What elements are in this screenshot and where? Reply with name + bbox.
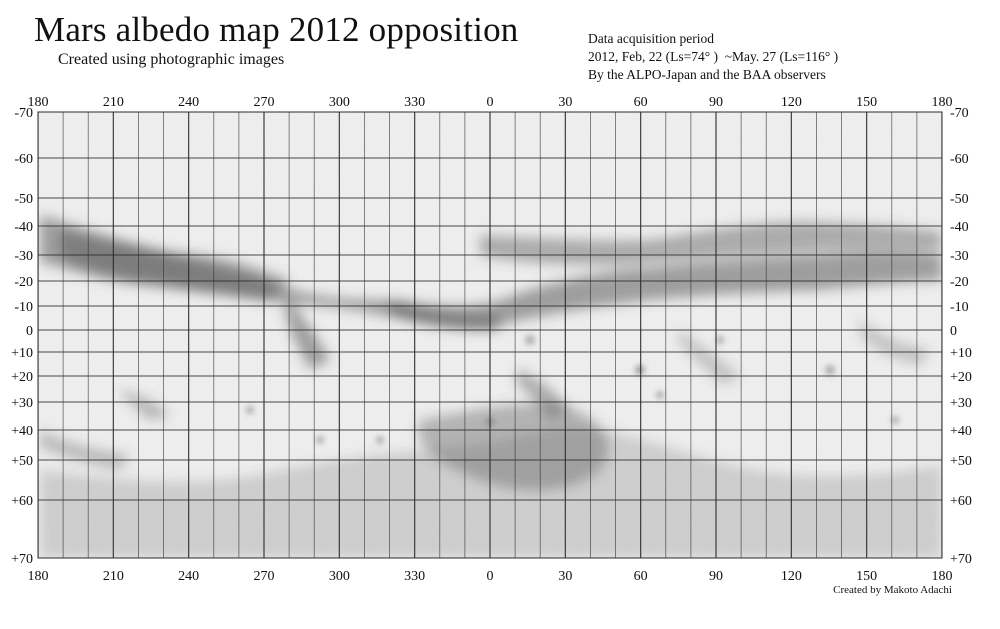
longitude-label-bottom: 90 xyxy=(709,569,723,584)
latitude-label-left: -30 xyxy=(14,249,33,264)
longitude-label-bottom: 270 xyxy=(254,569,275,584)
longitude-label-top: 270 xyxy=(254,95,275,110)
author-credit: Created by Makoto Adachi xyxy=(833,584,952,596)
latitude-label-right: +20 xyxy=(950,370,972,385)
latitude-label-left: -20 xyxy=(14,275,33,290)
latitude-label-left: +70 xyxy=(11,552,33,567)
latitude-label-right: +30 xyxy=(950,396,972,411)
info-period-dates: 2012, Feb, 22 (Ls=74° ) ~May. 27 (Ls=116… xyxy=(588,49,839,64)
latitude-label-left: +30 xyxy=(11,396,33,411)
latitude-label-left: 0 xyxy=(26,324,33,339)
latitude-label-right: +10 xyxy=(950,346,972,361)
longitude-label-bottom: 210 xyxy=(103,569,124,584)
latitude-label-right: -60 xyxy=(950,152,969,167)
longitude-label-top: 150 xyxy=(856,95,877,110)
map-title: Mars albedo map 2012 opposition xyxy=(34,10,519,49)
longitude-label-bottom: 240 xyxy=(178,569,199,584)
latitude-label-right: -50 xyxy=(950,192,969,207)
info-observers: By the ALPO-Japan and the BAA observers xyxy=(588,67,826,82)
longitude-label-bottom: 300 xyxy=(329,569,350,584)
longitude-label-top: 0 xyxy=(487,95,494,110)
latitude-label-right: -10 xyxy=(950,300,969,315)
latitude-label-left: -40 xyxy=(14,220,33,235)
latitude-label-right: 0 xyxy=(950,324,957,339)
latitude-label-left: +60 xyxy=(11,494,33,509)
latitude-label-left: -60 xyxy=(14,152,33,167)
longitude-label-top: 210 xyxy=(103,95,124,110)
albedo-map-shading xyxy=(38,112,942,558)
latitude-label-left: -70 xyxy=(14,106,33,121)
longitude-label-top: 330 xyxy=(404,95,425,110)
latitude-label-right: -70 xyxy=(950,106,969,121)
longitude-label-top: 180 xyxy=(28,95,49,110)
longitude-label-top: 30 xyxy=(558,95,572,110)
longitude-label-top: 60 xyxy=(634,95,648,110)
longitude-label-bottom: 330 xyxy=(404,569,425,584)
latitude-label-right: +50 xyxy=(950,454,972,469)
longitude-label-bottom: 30 xyxy=(558,569,572,584)
latitude-label-right: +60 xyxy=(950,494,972,509)
latitude-label-left: -10 xyxy=(14,300,33,315)
longitude-label-top: 240 xyxy=(178,95,199,110)
longitude-label-bottom: 180 xyxy=(932,569,953,584)
latitude-label-left: +50 xyxy=(11,454,33,469)
latitude-label-right: -30 xyxy=(950,249,969,264)
longitude-label-top: 300 xyxy=(329,95,350,110)
acquisition-info: Data acquisition period 2012, Feb, 22 (L… xyxy=(588,30,838,84)
latitude-label-right: -20 xyxy=(950,275,969,290)
longitude-label-top: 90 xyxy=(709,95,723,110)
longitude-label-bottom: 60 xyxy=(634,569,648,584)
latitude-label-left: +20 xyxy=(11,370,33,385)
longitude-label-bottom: 0 xyxy=(487,569,494,584)
longitude-label-top: 120 xyxy=(781,95,802,110)
latitude-label-right: +70 xyxy=(950,552,972,567)
longitude-label-top: 180 xyxy=(932,95,953,110)
coordinate-grid xyxy=(38,112,942,558)
longitude-label-bottom: 120 xyxy=(781,569,802,584)
latitude-label-right: -40 xyxy=(950,220,969,235)
map-subtitle: Created using photographic images xyxy=(58,51,285,68)
latitude-label-right: +40 xyxy=(950,424,972,439)
latitude-label-left: +40 xyxy=(11,424,33,439)
longitude-label-bottom: 180 xyxy=(28,569,49,584)
latitude-label-left: -50 xyxy=(14,192,33,207)
longitude-label-bottom: 150 xyxy=(856,569,877,584)
latitude-label-left: +10 xyxy=(11,346,33,361)
info-period-heading: Data acquisition period xyxy=(588,31,714,46)
axis-labels: 1801802102102402402702703003003303300030… xyxy=(11,95,972,584)
